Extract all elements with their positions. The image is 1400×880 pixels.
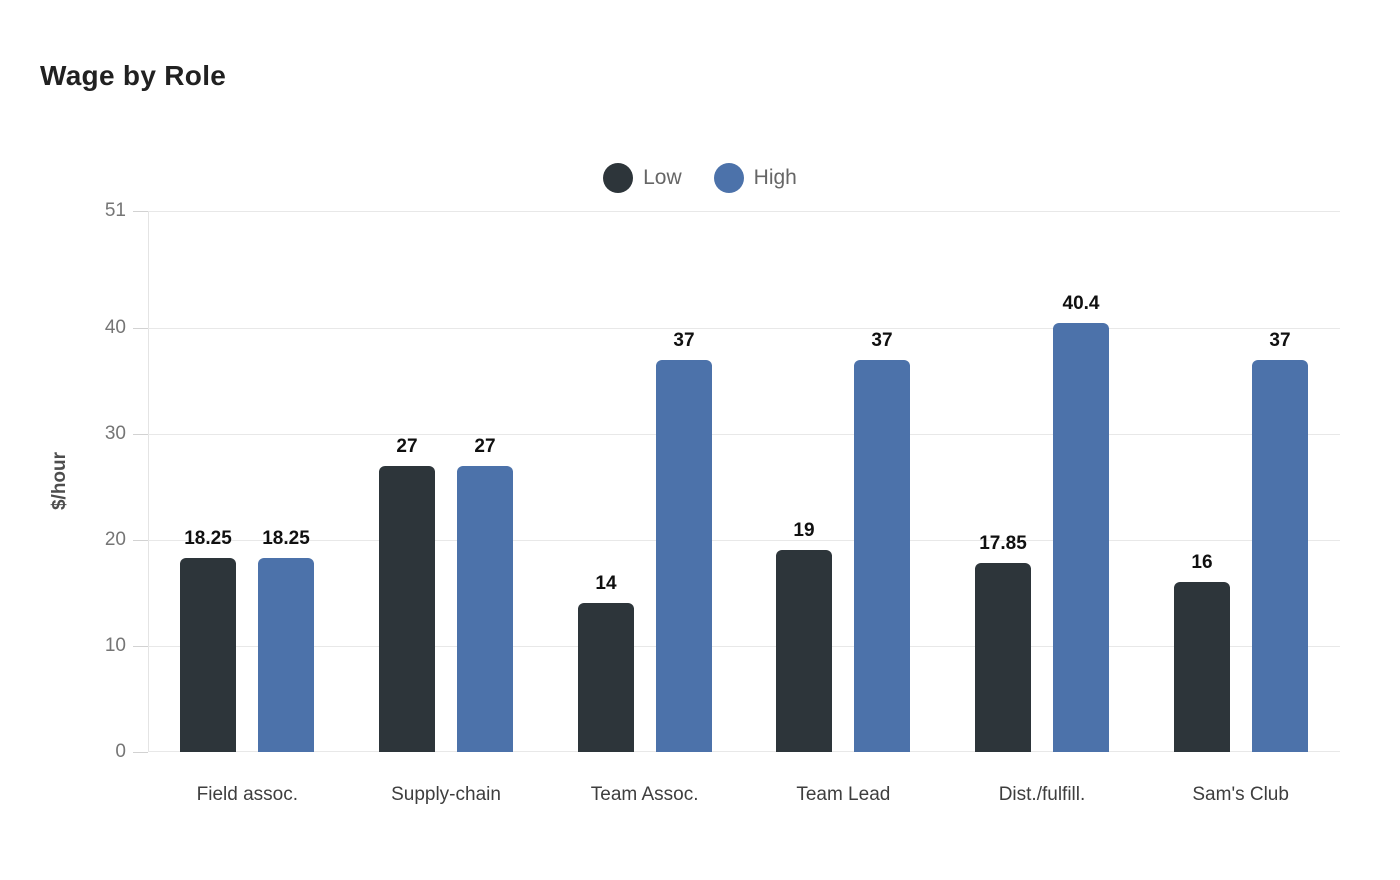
- y-axis-title: $/hour: [49, 451, 70, 511]
- legend: Low High: [0, 163, 1400, 193]
- bar-high-team-assoc[interactable]: [656, 360, 712, 752]
- value-label-high-dist-fulfill: 40.4: [1062, 293, 1100, 314]
- y-tick-mark-20: [133, 540, 148, 541]
- gridline-y-40: [148, 328, 1340, 329]
- bar-high-sam-s-club[interactable]: [1252, 360, 1308, 752]
- legend-label-low: Low: [643, 166, 682, 189]
- x-axis-label-team-lead: Team Lead: [796, 784, 891, 805]
- value-label-low-team-lead: 19: [793, 520, 815, 541]
- legend-label-high: High: [753, 166, 797, 189]
- y-tick-label-40: 40: [104, 317, 126, 338]
- y-tick-mark-30: [133, 434, 148, 435]
- value-label-low-dist-fulfill: 17.85: [979, 533, 1027, 554]
- value-label-high-supply-chain: 27: [474, 436, 496, 457]
- value-label-high-sam-s-club: 37: [1269, 330, 1291, 351]
- legend-swatch-low-icon: [603, 163, 634, 193]
- gridline-y-10: [148, 646, 1340, 647]
- value-label-high-team-lead: 37: [871, 330, 893, 351]
- value-label-high-field-assoc: 18.25: [262, 528, 310, 549]
- bar-low-supply-chain[interactable]: [379, 466, 435, 752]
- bar-low-field-assoc[interactable]: [180, 558, 236, 752]
- bar-high-field-assoc[interactable]: [258, 558, 314, 752]
- value-label-low-sam-s-club: 16: [1191, 552, 1213, 573]
- y-axis-line: [148, 211, 149, 752]
- value-label-low-field-assoc: 18.25: [184, 528, 232, 549]
- chart-title: Wage by Role: [40, 60, 227, 91]
- x-axis-label-sam-s-club: Sam's Club: [1192, 784, 1289, 805]
- gridline-y-30: [148, 434, 1340, 435]
- y-tick-mark-10: [133, 646, 148, 647]
- x-axis-label-team-assoc: Team Assoc.: [590, 784, 699, 805]
- legend-swatch-high-icon: [713, 163, 744, 193]
- bar-low-team-lead[interactable]: [776, 550, 832, 752]
- value-label-low-supply-chain: 27: [396, 436, 418, 457]
- gridline-y-20: [148, 540, 1340, 541]
- plot-area: Field assoc. 18.25 18.25 Supply-chain 27 27 Te…: [148, 211, 1340, 805]
- bar-high-dist-fulfill[interactable]: [1053, 323, 1109, 752]
- bar-low-dist-fulfill[interactable]: [975, 563, 1031, 752]
- bar-high-supply-chain[interactable]: [457, 466, 513, 752]
- y-tick-label-0: 0: [115, 741, 126, 762]
- y-tick-mark-0: [133, 752, 148, 753]
- y-tick-label-30: 30: [104, 423, 126, 444]
- bar-low-sam-s-club[interactable]: [1174, 582, 1230, 752]
- legend-item-low[interactable]: Low: [603, 163, 682, 193]
- x-axis-label-supply-chain: Supply-chain: [391, 784, 501, 805]
- y-tick-label-20: 20: [104, 529, 126, 550]
- x-axis-label-dist-fulfill: Dist./fulfill.: [998, 784, 1086, 805]
- y-tick-label-51: 51: [104, 200, 126, 221]
- legend-item-high[interactable]: High: [713, 163, 797, 193]
- y-tick-mark-51: [133, 211, 148, 212]
- gridline-y-0: [148, 751, 1340, 752]
- y-tick-label-10: 10: [104, 635, 126, 656]
- value-label-low-team-assoc: 14: [595, 573, 617, 594]
- gridline-y-51: [148, 211, 1340, 212]
- y-tick-mark-40: [133, 328, 148, 329]
- value-label-high-team-assoc: 37: [673, 330, 695, 351]
- bar-low-team-assoc[interactable]: [578, 603, 634, 752]
- bar-high-team-lead[interactable]: [854, 360, 910, 752]
- x-axis-label-field-assoc: Field assoc.: [196, 784, 299, 805]
